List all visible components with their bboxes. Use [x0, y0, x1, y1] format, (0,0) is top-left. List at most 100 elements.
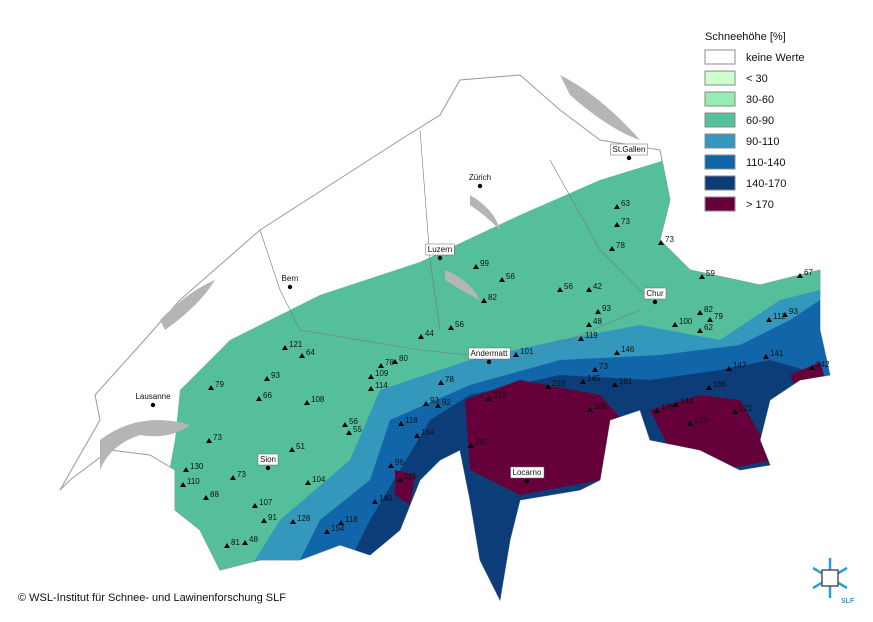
station-value: 161: [619, 377, 633, 386]
station-marker: [763, 354, 769, 359]
station-marker: [183, 467, 189, 472]
city-label: Andermatt: [471, 349, 509, 358]
station-marker: [706, 385, 712, 390]
station-value: 73: [237, 470, 246, 479]
legend-swatch: [704, 175, 736, 191]
station-marker: [304, 400, 310, 405]
station-value: 81: [231, 538, 240, 547]
legend-swatch: [704, 154, 736, 170]
logo-text: SLF: [841, 598, 855, 605]
regions: [59, 74, 831, 601]
station-marker: [614, 222, 620, 227]
station-value: 78: [445, 375, 454, 384]
station-marker: [438, 380, 444, 385]
legend-label: 30-60: [746, 94, 774, 106]
station-value: 114: [375, 381, 388, 390]
station-value: 118: [345, 515, 358, 524]
station-marker: [418, 334, 424, 339]
station-value: 100: [679, 317, 693, 326]
station-value: 92: [442, 398, 451, 407]
logo: [812, 558, 848, 598]
station-marker: [592, 367, 598, 372]
station-marker: [261, 518, 267, 523]
station-value: 59: [706, 269, 715, 278]
station-value: 56: [564, 282, 573, 291]
station-value: 79: [215, 380, 224, 389]
station-marker: [264, 376, 270, 381]
station-marker: [697, 310, 703, 315]
station-value: 78: [616, 241, 625, 250]
city-dot: [477, 183, 483, 189]
station-marker: [707, 317, 713, 322]
station-value: 154: [331, 524, 345, 533]
station-value: 147: [733, 361, 747, 370]
city-box: [610, 143, 648, 156]
city-dot: [150, 402, 156, 408]
station-value: 119: [585, 331, 598, 340]
station-marker: [732, 409, 738, 414]
station-value: 101: [520, 347, 534, 356]
station-value: 110: [187, 477, 200, 486]
station-value: 140: [379, 494, 393, 503]
city-box: [468, 347, 511, 360]
station-value: 78: [385, 358, 394, 367]
legend-swatch: [704, 70, 736, 86]
city-label: Locarno: [513, 468, 542, 477]
station-value: 112: [773, 312, 786, 321]
station-marker: [481, 298, 487, 303]
station-value: 118: [405, 416, 418, 425]
station-marker: [654, 408, 660, 413]
copyright: © WSL-Institut für Schnee- und Lawinenfo…: [18, 592, 286, 604]
station-value: 62: [704, 323, 713, 332]
station-marker: [435, 403, 441, 408]
station-value: 56: [506, 272, 515, 281]
city-label: St.Gallen: [613, 145, 646, 154]
station-marker: [305, 480, 311, 485]
station-marker: [230, 475, 236, 480]
station-value: 186: [713, 380, 727, 389]
station-marker: [687, 421, 693, 426]
city-dot: [287, 284, 293, 290]
station-marker: [612, 382, 618, 387]
station-value: 130: [190, 462, 204, 471]
station-value: 128: [297, 514, 311, 523]
station-marker: [699, 274, 705, 279]
station-value: 93: [430, 396, 439, 405]
station-value: 88: [210, 490, 219, 499]
city-label: Sion: [260, 455, 276, 464]
station-marker: [513, 352, 519, 357]
city-dot: [486, 359, 492, 365]
legend-swatch: [704, 196, 736, 212]
station-marker: [614, 204, 620, 209]
station-value: 64: [306, 348, 315, 357]
legend-swatch: [704, 91, 736, 107]
station-value: 48: [593, 317, 602, 326]
legend-swatch: [704, 133, 736, 149]
city-label: Luzern: [428, 245, 452, 254]
station-marker: [545, 384, 551, 389]
station-marker: [338, 520, 344, 525]
station-marker: [423, 401, 429, 406]
city-label: Chur: [646, 289, 664, 298]
station-value: 108: [311, 395, 325, 404]
station-value: 109: [375, 369, 389, 378]
legend-label: 60-90: [746, 115, 774, 127]
station-value: 223: [694, 416, 708, 425]
station-marker: [397, 477, 403, 482]
station-value: 73: [213, 433, 222, 442]
station-marker: [809, 365, 815, 370]
station-value: 67: [804, 268, 813, 277]
station-marker: [368, 386, 374, 391]
station-value: 48: [249, 535, 258, 544]
station-value: 56: [349, 417, 358, 426]
legend-swatch: [704, 112, 736, 128]
station-value: 73: [599, 362, 608, 371]
station-value: 144: [680, 397, 694, 406]
station-value: 80: [399, 354, 408, 363]
station-value: 115: [404, 472, 417, 481]
station-marker: [468, 443, 474, 448]
station-value: 146: [621, 345, 635, 354]
city-dot: [626, 155, 632, 161]
station-marker: [448, 325, 454, 330]
